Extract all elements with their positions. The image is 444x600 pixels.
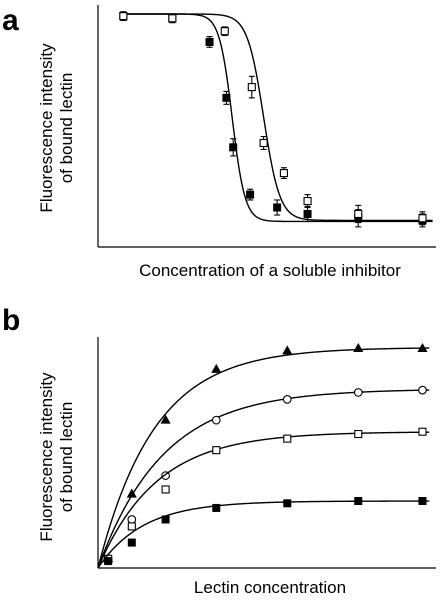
panel-a-series-2-fit-curve (123, 13, 433, 222)
panel-b-letter: b (2, 304, 20, 337)
panel-b-series-2-fit-curve (97, 389, 430, 569)
panel-b-ylabel-line2: of bound lectin (57, 402, 76, 513)
panel-b-series-1-point (160, 414, 171, 424)
panel-a-series-1-point (246, 190, 255, 199)
panel-a-series-2-point (247, 83, 256, 92)
panel-b-series-1-point (282, 345, 293, 355)
panel-b-series-4-point (104, 557, 113, 566)
panel-b-series-4-point (283, 499, 292, 508)
panel-b-series-4-point (127, 538, 136, 547)
panel-b: b Fluorescence intensity of bound lectin… (2, 304, 436, 597)
panel-b-series-2-point (353, 388, 363, 397)
panel-a-series-2-point (279, 169, 288, 178)
panel-a-series-1-point (303, 209, 312, 218)
panel-b-series-3-point (354, 429, 363, 439)
panel-b-series-1-fit-curve (97, 347, 430, 569)
panel-b-xlabel: Lectin concentration (194, 578, 346, 597)
panel-b-series-3-point (212, 446, 221, 455)
panel-a: a Fluorescence intensity of bound lectin… (2, 4, 436, 280)
panel-b-series-1-point (211, 363, 222, 373)
panel-a-series-1-point (222, 93, 231, 102)
panel-a-plot (97, 5, 436, 248)
panel-b-series-3-point (161, 485, 170, 494)
panel-b-series-3-point (418, 427, 427, 436)
panel-b-series-4-point (212, 503, 221, 512)
panel-a-ylabel-line2: of bound lectin (57, 73, 76, 184)
panel-b-series-2-point (127, 515, 137, 524)
panel-b-series-2-point (282, 395, 292, 404)
panel-b-series-4-point (161, 515, 170, 524)
panel-b-series-4-point (418, 497, 427, 506)
panel-b-series-4-fit-curve (97, 500, 430, 569)
panel-b-plot (97, 337, 436, 569)
panel-b-series-3-point (283, 434, 292, 443)
panel-b-series-1-point (353, 343, 364, 353)
panel-a-series-2-point (259, 138, 268, 148)
panel-b-ylabel-line1: Fluorescence intensity (37, 372, 56, 542)
panel-a-series-1-point (205, 37, 214, 46)
panel-b-series-2-point (418, 385, 427, 395)
panel-b-series-2-point (211, 415, 221, 425)
panel-a-series-2-point (354, 209, 363, 218)
panel-b-series-3-fit-curve (97, 431, 430, 569)
panel-a-letter: a (2, 4, 19, 37)
panel-a-ylabel-line1: Fluorescence intensity (37, 43, 56, 213)
panel-a-series-2-point (168, 14, 177, 23)
panel-b-series-4-point (354, 497, 363, 506)
panel-a-series-1-point (273, 203, 282, 212)
panel-b-series-3-point (127, 522, 136, 531)
panel-a-series-2-point (119, 12, 128, 21)
panel-a-xlabel: Concentration of a soluble inhibitor (139, 261, 401, 280)
panel-a-series-2-point (418, 214, 427, 223)
panel-a-series-2-point (303, 197, 312, 206)
panel-b-series-1-point (417, 343, 428, 353)
panel-a-series-2-point (220, 27, 229, 36)
panel-a-series-1-point (229, 143, 238, 152)
